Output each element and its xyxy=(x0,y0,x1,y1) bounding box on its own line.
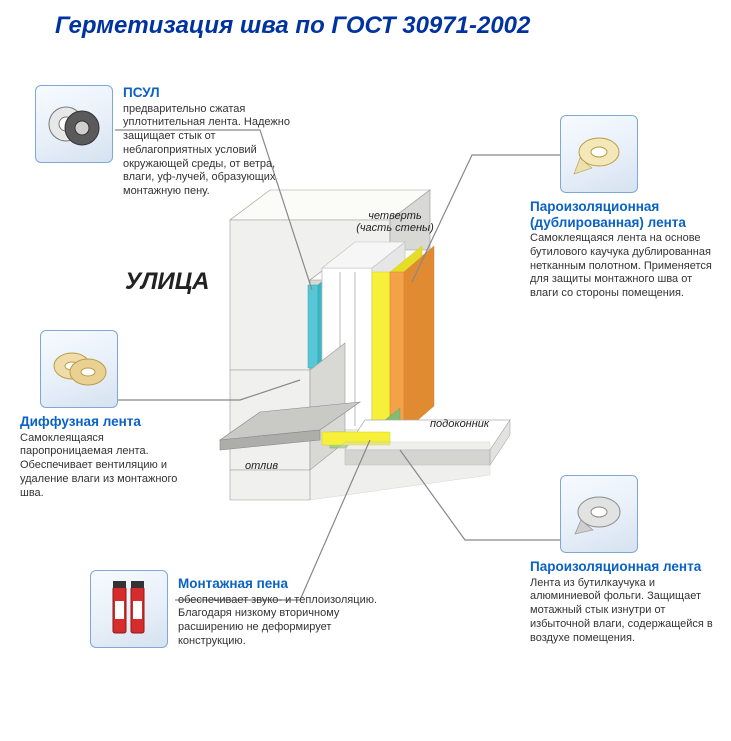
vapor-desc: Лента из бутилкаучука и алюминиевой фоль… xyxy=(530,577,715,646)
vapor-dup-thumb xyxy=(560,115,638,193)
item-diffuse: Диффузная лента Самоклеящаяся паропрониц… xyxy=(20,330,195,500)
vapor-title: Пароизоляционная лента xyxy=(530,559,715,575)
psul-desc: предварительно сжатая уплотнительная лен… xyxy=(123,103,305,199)
psul-thumb xyxy=(35,85,113,163)
item-foam: Монтажная пена обеспечивает звуко- и теп… xyxy=(90,570,380,654)
diffuse-thumb xyxy=(40,330,118,408)
vapor-dup-desc: Самоклеящаяся лента на основе бутилового… xyxy=(530,232,715,301)
item-vapor-dup: Пароизоляционная (дублированная) лента С… xyxy=(530,115,715,301)
vapor-thumb xyxy=(560,475,638,553)
item-psul: ПСУЛ предварительно сжатая уплотнительна… xyxy=(35,85,305,199)
foam-desc: обеспечивает звуко- и теплоизоляцию. Бла… xyxy=(178,594,380,649)
foam-thumb xyxy=(90,570,168,648)
item-vapor: Пароизоляционная лента Лента из бутилкау… xyxy=(530,475,715,645)
diffuse-title: Диффузная лента xyxy=(20,414,195,430)
foam-title: Монтажная пена xyxy=(178,576,380,592)
psul-title: ПСУЛ xyxy=(123,85,305,101)
diffuse-desc: Самоклеящаяся паропроницаемая лента. Обе… xyxy=(20,432,195,501)
vapor-dup-title: Пароизоляционная (дублированная) лента xyxy=(530,199,715,230)
